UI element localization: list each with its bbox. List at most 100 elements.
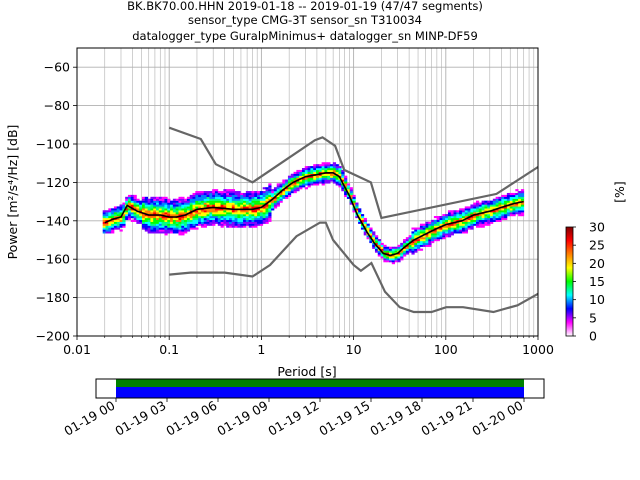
density-cell: [515, 200, 519, 203]
density-cell: [394, 254, 398, 257]
density-cell: [161, 229, 165, 232]
density-cell: [273, 198, 278, 201]
density-cell: [214, 210, 219, 213]
density-cell: [181, 219, 185, 222]
density-cell: [271, 192, 275, 196]
density-cell: [509, 194, 513, 197]
density-cell: [147, 221, 151, 224]
density-cell: [279, 194, 283, 197]
density-cell: [509, 200, 513, 203]
density-cell: [467, 208, 471, 211]
density-cell: [223, 219, 227, 222]
density-cell: [189, 196, 193, 199]
density-cell: [414, 240, 418, 244]
density-cell: [299, 175, 303, 178]
density-cell: [268, 185, 272, 188]
density-cell: [296, 177, 300, 180]
density-cell: [405, 248, 410, 251]
density-cell: [108, 217, 112, 221]
density-cell: [237, 194, 241, 197]
density-cell: [487, 208, 491, 211]
density-cell: [346, 187, 351, 190]
density-cell: [374, 250, 379, 253]
density-cell: [164, 231, 168, 234]
density-cell: [453, 212, 457, 215]
density-cell: [111, 214, 115, 217]
density-cell: [352, 202, 356, 205]
density-cell: [147, 210, 151, 213]
density-cell: [487, 217, 491, 221]
density-cell: [478, 202, 483, 205]
density-cell: [141, 221, 146, 224]
density-cell: [214, 217, 219, 221]
density-cell: [332, 179, 337, 182]
density-cell: [212, 196, 216, 199]
density-cell: [453, 231, 457, 234]
density-cell: [156, 206, 160, 209]
density-cell: [490, 208, 494, 211]
density-cell: [243, 214, 247, 217]
density-cell: [296, 175, 300, 178]
density-cell: [366, 229, 370, 232]
density-cell: [442, 233, 446, 236]
density-cell: [240, 225, 244, 228]
density-cell: [459, 231, 463, 234]
density-cell: [262, 198, 266, 201]
density-cell: [130, 210, 134, 213]
density-cell: [335, 181, 339, 184]
density-cell: [372, 239, 376, 242]
density-cell: [181, 225, 185, 228]
density-cell: [153, 202, 157, 205]
density-cell: [369, 227, 373, 230]
density-cell: [178, 210, 182, 213]
density-cell: [293, 189, 297, 192]
density-cell: [206, 212, 210, 215]
density-cell: [313, 175, 317, 178]
density-cell: [358, 221, 362, 224]
density-cell: [245, 212, 250, 215]
density-cell: [403, 239, 407, 242]
density-cell: [338, 183, 342, 186]
density-cell: [265, 194, 269, 197]
density-cell: [338, 171, 342, 174]
density-cell: [164, 214, 168, 217]
density-cell: [206, 221, 210, 224]
density-cell: [254, 225, 258, 228]
density-cell: [445, 214, 449, 217]
density-cell: [234, 214, 238, 217]
density-cell: [164, 198, 168, 201]
density-cell: [316, 179, 320, 182]
density-cell: [231, 216, 236, 219]
density-cell: [316, 181, 320, 184]
density-cell: [203, 210, 207, 213]
density-cell: [111, 231, 115, 234]
density-cell: [203, 212, 207, 215]
density-cell: [372, 242, 376, 245]
density-cell: [229, 225, 233, 228]
density-cell: [470, 227, 474, 230]
density-cell: [310, 169, 314, 173]
density-cell: [518, 194, 522, 197]
density-cell: [461, 214, 466, 217]
density-cell: [285, 187, 289, 190]
density-cell: [181, 198, 185, 201]
density-cell: [161, 202, 165, 205]
density-cell: [133, 204, 137, 207]
density-cell: [195, 204, 199, 207]
density-cell: [147, 216, 151, 219]
density-cell: [192, 202, 196, 205]
density-cell: [186, 229, 191, 232]
density-cell: [229, 221, 233, 224]
density-cell: [220, 200, 224, 203]
density-cell: [349, 187, 353, 190]
density-cell: [111, 229, 115, 232]
density-cell: [352, 210, 356, 213]
density-cell: [335, 169, 339, 173]
density-cell: [217, 202, 221, 205]
density-cell: [181, 231, 185, 234]
density-cell: [178, 229, 182, 232]
density-cell: [330, 168, 334, 171]
density-cell: [332, 181, 337, 184]
density-cell: [509, 204, 513, 207]
